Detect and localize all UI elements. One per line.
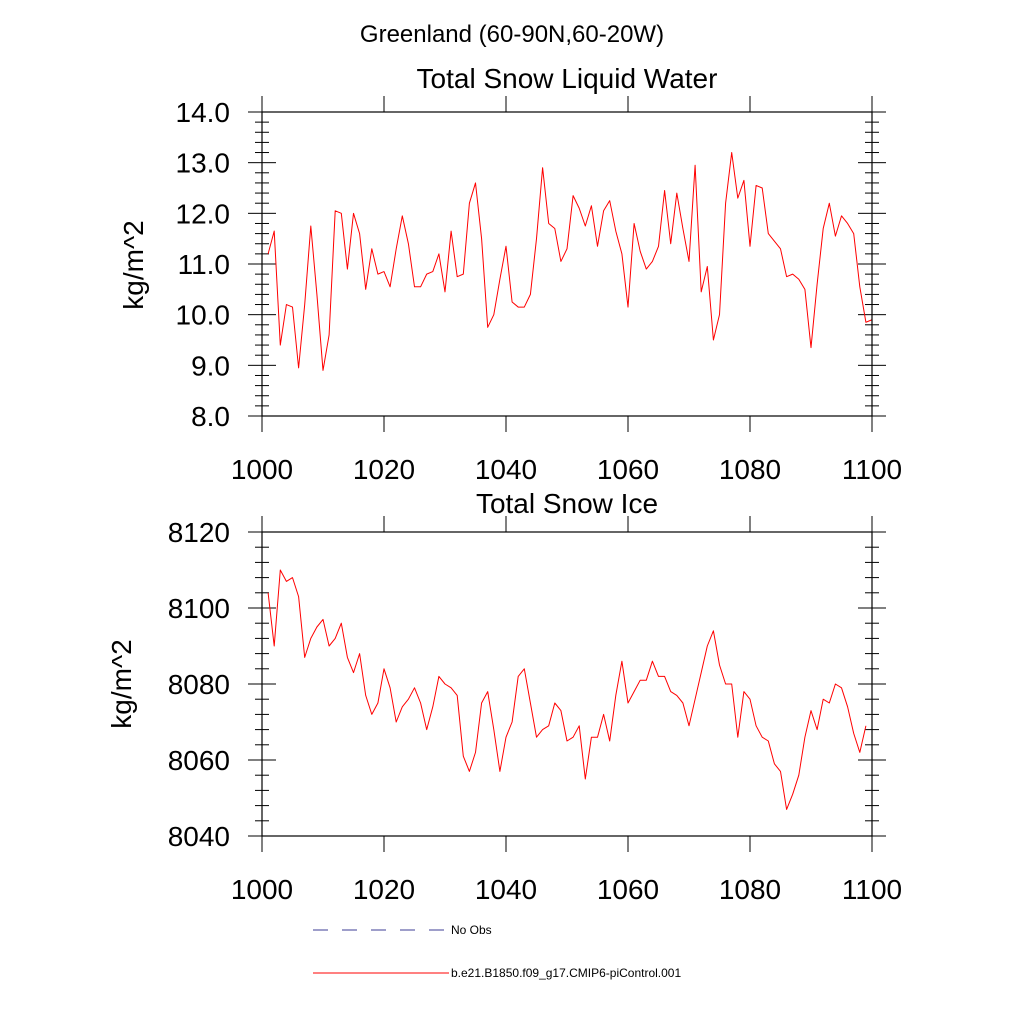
x-tick-label: 1000 — [231, 874, 293, 905]
x-tick-label: 1020 — [353, 874, 415, 905]
x-tick-label: 1040 — [475, 874, 537, 905]
x-tick-label: 1060 — [597, 874, 659, 905]
legend-label-no-obs: No Obs — [451, 923, 492, 937]
x-tick-label: 1040 — [475, 454, 537, 485]
y-tick-label: 8040 — [168, 821, 230, 852]
panel-title-snow-ice: Total Snow Ice — [476, 488, 658, 519]
legend: No Obs b.e21.B1850.f09_g17.CMIP6-piContr… — [313, 923, 681, 980]
y-tick-label: 10.0 — [176, 300, 231, 331]
y-tick-label: 8060 — [168, 745, 230, 776]
x-tick-label: 1060 — [597, 454, 659, 485]
ticks-liquid-water — [248, 96, 886, 432]
x-tick-label: 1100 — [842, 874, 902, 905]
x-tick-labels-snow-ice: 1000 1020 1040 1060 1080 1100 — [231, 874, 902, 905]
legend-label-model: b.e21.B1850.f09_g17.CMIP6-piControl.001 — [451, 966, 681, 980]
plot-frame-liquid-water — [261, 111, 873, 417]
y-axis-label-liquid-water: kg/m^2 — [118, 220, 149, 309]
x-tick-label: 1000 — [231, 454, 293, 485]
panel-snow-liquid-water: Total Snow Liquid Water kg/m^2 1000 1020 1… — [118, 63, 902, 485]
x-tick-labels-liquid-water: 1000 1020 1040 1060 1080 1100 — [231, 454, 902, 485]
x-tick-label: 1080 — [719, 454, 781, 485]
ticks-snow-ice — [248, 516, 886, 852]
plot-frame-snow-ice — [261, 531, 873, 837]
panel-title-liquid-water: Total Snow Liquid Water — [417, 63, 718, 94]
snow-ice-series-line — [267, 569, 867, 810]
y-tick-label: 8.0 — [191, 401, 230, 432]
figure-supertitle: Greenland (60-90N,60-20W) — [360, 21, 664, 48]
y-tick-label: 8100 — [168, 593, 230, 624]
y-tick-label: 8120 — [168, 517, 230, 548]
y-tick-labels-snow-ice: 8040 8060 8080 8100 8120 — [168, 517, 230, 852]
liquid-water-series-line — [267, 152, 873, 371]
y-tick-label: 8080 — [168, 669, 230, 700]
x-tick-label: 1100 — [842, 454, 902, 485]
y-tick-label: 9.0 — [191, 350, 230, 381]
y-tick-labels-liquid-water: 8.0 9.0 10.0 11.0 12.0 13.0 14.0 — [176, 97, 231, 432]
panel-snow-ice: Total Snow Ice kg/m^2 1000 1020 1040 1060 10… — [106, 488, 902, 905]
y-tick-label: 11.0 — [178, 249, 230, 280]
y-tick-label: 13.0 — [176, 148, 231, 179]
y-tick-label: 12.0 — [176, 198, 231, 229]
x-tick-label: 1020 — [353, 454, 415, 485]
y-axis-label-snow-ice: kg/m^2 — [106, 639, 137, 728]
y-tick-label: 14.0 — [176, 97, 231, 128]
x-tick-label: 1080 — [719, 874, 781, 905]
